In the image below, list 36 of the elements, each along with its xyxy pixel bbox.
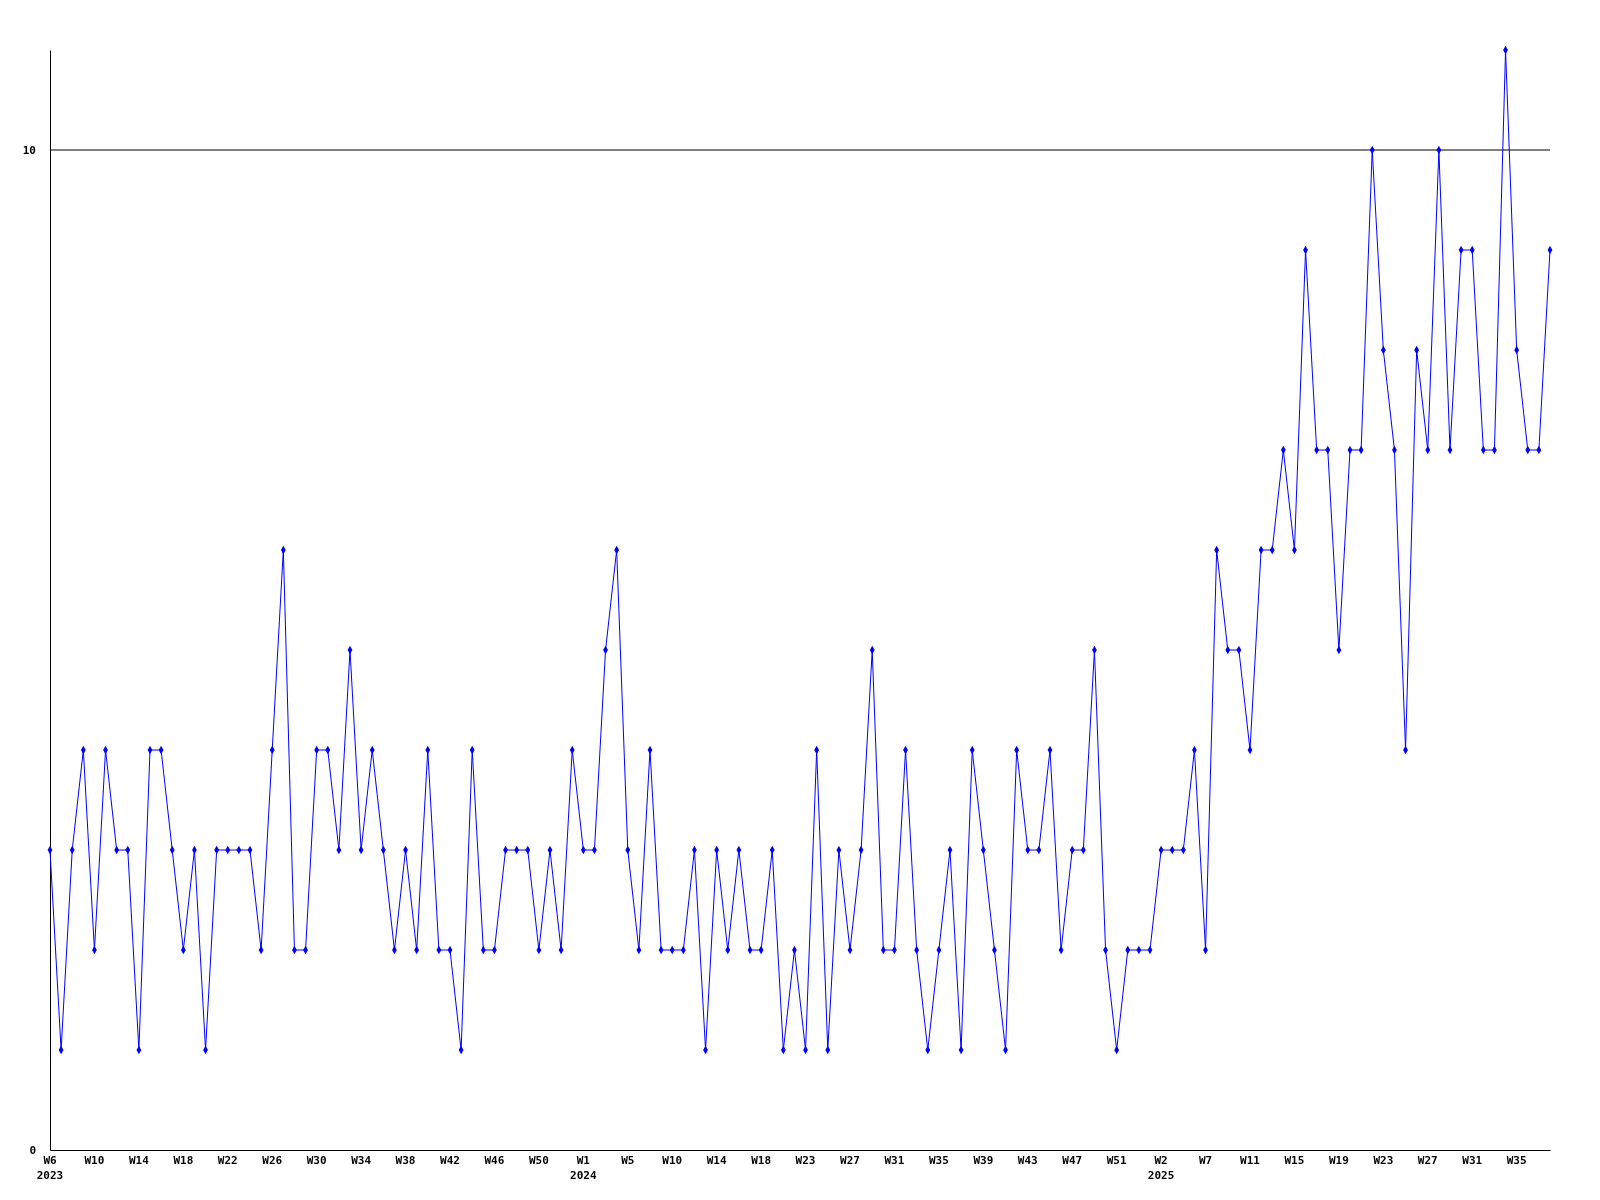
x-tick-label: W22: [217, 1154, 238, 1167]
x-tick-label: W19: [1328, 1154, 1349, 1167]
x-tick-label: W31: [884, 1154, 905, 1167]
x-tick-label: W15: [1284, 1154, 1305, 1167]
x-tick-label: W42: [440, 1154, 460, 1167]
x-tick-label: W5: [621, 1154, 635, 1167]
x-tick-label: W23: [795, 1154, 816, 1167]
x-tick-label: W27: [840, 1154, 860, 1167]
x-tick-label: W50: [528, 1154, 549, 1167]
x-tick-label: W39: [973, 1154, 994, 1167]
x-tick-label: W7: [1198, 1154, 1213, 1167]
x-tick-label: W47: [1062, 1154, 1083, 1167]
x-tick-label: W10: [662, 1154, 683, 1167]
x-tick-label: W23: [1373, 1154, 1394, 1167]
x-tick-label: W38: [395, 1154, 416, 1167]
y-tick-label: 0: [29, 1144, 36, 1158]
x-tick-label: W2 2025: [1147, 1154, 1175, 1182]
x-tick-label: W43: [1017, 1154, 1038, 1167]
x-tick-label: W35: [1506, 1154, 1527, 1167]
x-tick-label: W6 2023: [36, 1154, 64, 1182]
x-tick-label: W14: [706, 1154, 727, 1167]
x-tick-label: W46: [484, 1154, 505, 1167]
y-tick-label: 10: [22, 144, 36, 158]
x-tick-label: W31: [1462, 1154, 1483, 1167]
x-tick-label: W34: [351, 1154, 372, 1167]
x-tick-label: W18: [173, 1154, 194, 1167]
x-tick-label: W27: [1417, 1154, 1438, 1167]
x-tick-label: W14: [128, 1154, 150, 1167]
x-tick-label: W30: [306, 1154, 327, 1167]
x-tick-label: W1 2024: [570, 1154, 597, 1182]
x-tick-label: W11: [1240, 1154, 1261, 1167]
x-tick-label: W18: [751, 1154, 772, 1167]
x-tick-label: W51: [1106, 1154, 1127, 1167]
x-tick-label: W26: [262, 1154, 283, 1167]
x-tick-label: W10: [84, 1154, 105, 1167]
x-tick-label: W35: [928, 1154, 949, 1167]
